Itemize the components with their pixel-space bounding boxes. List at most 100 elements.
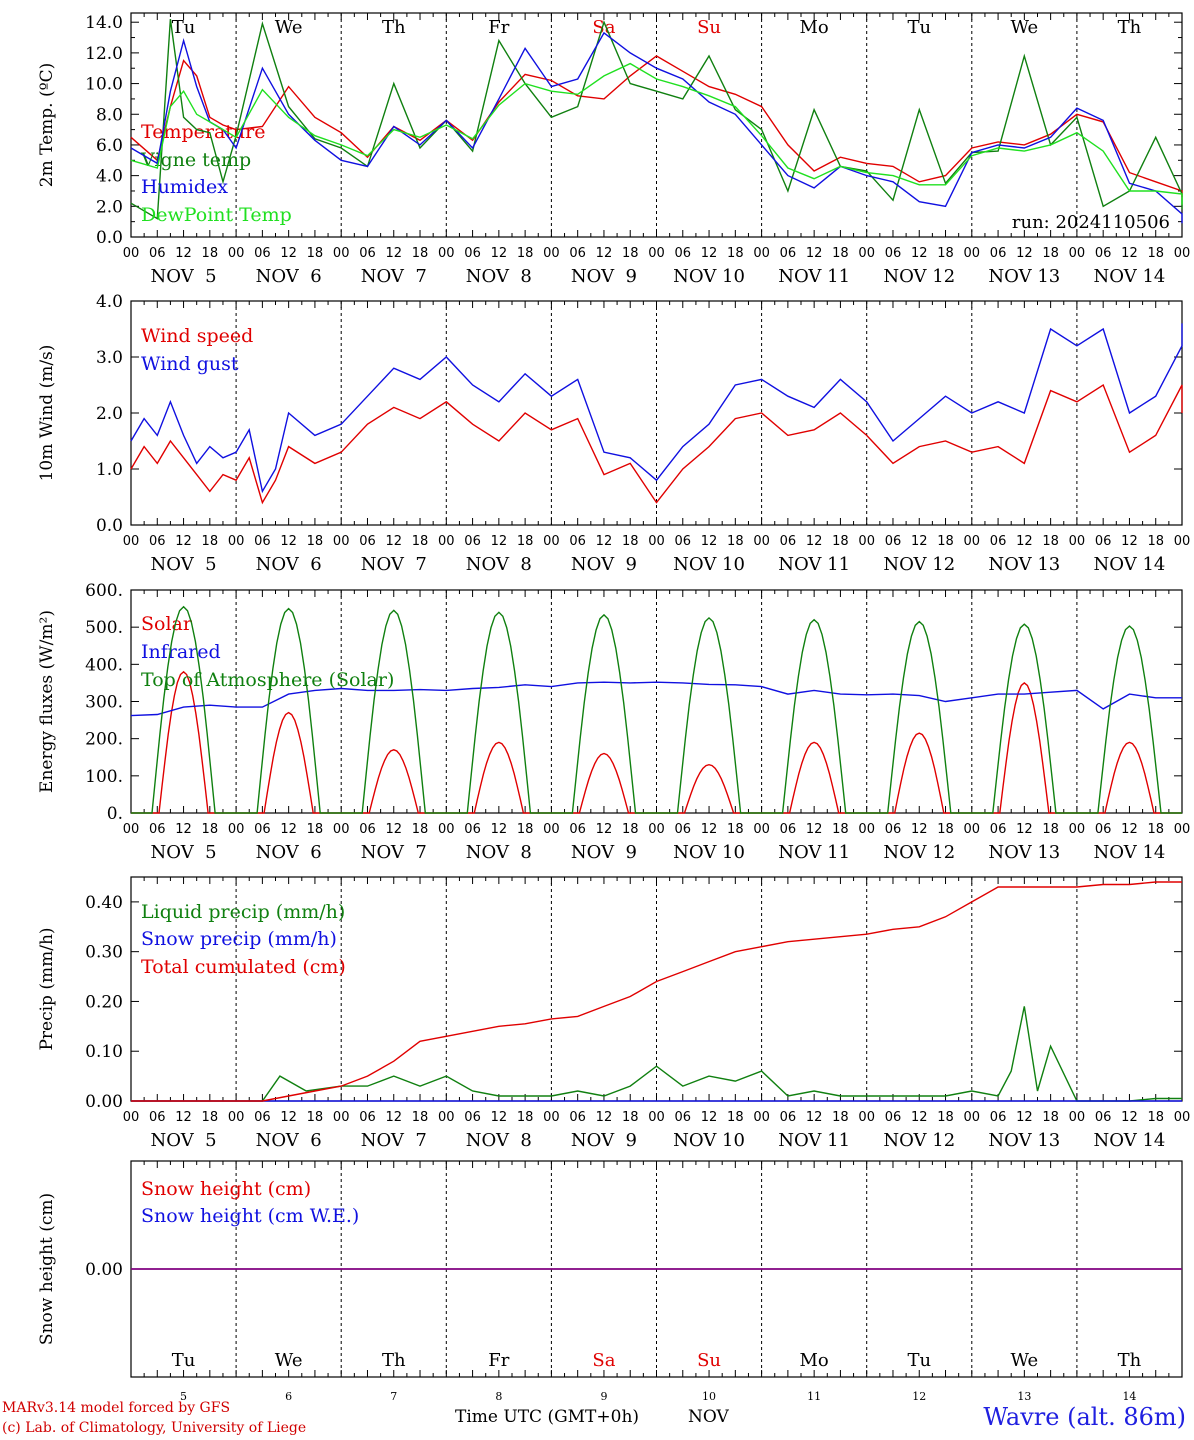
- hour-tick-label: 06: [675, 246, 692, 261]
- date-label: NOV 6: [256, 266, 322, 287]
- hour-tick-label: 00: [228, 822, 245, 837]
- legend-entry: Total cumulated (cm): [141, 956, 346, 978]
- hour-tick-label: 06: [675, 822, 692, 837]
- day-number-label: 5: [180, 1390, 187, 1403]
- hour-tick-label: 18: [202, 822, 219, 837]
- hour-tick-label: 18: [937, 822, 954, 837]
- hour-tick-label: 06: [885, 534, 902, 549]
- hour-tick-label: 00: [964, 246, 981, 261]
- date-label: NOV 14: [1094, 1130, 1166, 1151]
- hour-tick-label: 12: [175, 246, 192, 261]
- hour-tick-label: 00: [858, 534, 875, 549]
- hour-tick-label: 00: [438, 822, 455, 837]
- hour-tick-label: 18: [307, 246, 324, 261]
- date-label: NOV 7: [361, 1130, 427, 1151]
- y-axis-label: 2m Temp. (ºC): [37, 63, 57, 188]
- series-line-vigne-temp: [130, 19, 1183, 220]
- hour-tick-label: 06: [359, 246, 376, 261]
- day-abbrev-label: Su: [697, 1350, 721, 1371]
- y-tick-label: 600.: [85, 581, 123, 601]
- hour-tick-label: 12: [1016, 1110, 1033, 1125]
- hour-tick-label: 18: [1147, 822, 1164, 837]
- hour-tick-label: 06: [990, 246, 1007, 261]
- hour-tick-label: 12: [701, 1110, 718, 1125]
- hour-tick-label: 12: [491, 822, 508, 837]
- hour-tick-label: 18: [1147, 246, 1164, 261]
- hour-tick-label: 00: [1069, 1110, 1086, 1125]
- hour-tick-label: 18: [412, 822, 429, 837]
- legend-entry: Solar: [141, 613, 193, 635]
- hour-tick-label: 12: [491, 1110, 508, 1125]
- y-tick-label: 0.0: [96, 228, 123, 248]
- day-number-label: 10: [702, 1390, 716, 1403]
- hour-tick-label: 18: [202, 1110, 219, 1125]
- hour-tick-label: 00: [858, 822, 875, 837]
- date-label: NOV 13: [988, 266, 1060, 287]
- day-abbrev-label: We: [275, 17, 303, 38]
- date-label: NOV 12: [883, 266, 955, 287]
- hour-tick-label: 00: [964, 1110, 981, 1125]
- date-label: NOV 13: [988, 1130, 1060, 1151]
- hour-tick-label: 00: [333, 246, 350, 261]
- y-tick-label: 0.10: [85, 1042, 123, 1062]
- y-tick-label: 1.0: [96, 460, 123, 480]
- legend-entry: Snow height (cm): [141, 1178, 311, 1200]
- hour-tick-label: 18: [1147, 534, 1164, 549]
- hour-tick-label: 06: [780, 246, 797, 261]
- date-label: NOV 6: [256, 842, 322, 863]
- date-label: NOV 5: [151, 842, 217, 863]
- hour-tick-label: 06: [254, 534, 271, 549]
- date-label: NOV 6: [256, 554, 322, 575]
- hour-tick-label: 12: [1121, 534, 1138, 549]
- hour-tick-label: 00: [1174, 822, 1191, 837]
- y-tick-label: 4.0: [96, 292, 123, 312]
- date-label: NOV 9: [571, 1130, 637, 1151]
- date-label: NOV 11: [778, 266, 850, 287]
- hour-tick-label: 00: [333, 1110, 350, 1125]
- hour-tick-label: 06: [1095, 534, 1112, 549]
- date-label: NOV 12: [883, 1130, 955, 1151]
- day-abbrev-label: Sa: [592, 17, 615, 38]
- hour-tick-label: 00: [228, 246, 245, 261]
- hour-tick-label: 12: [701, 822, 718, 837]
- hour-tick-label: 18: [412, 534, 429, 549]
- date-label: NOV 9: [571, 842, 637, 863]
- date-label: NOV 8: [466, 266, 532, 287]
- y-axis-label: 10m Wind (m/s): [37, 345, 57, 482]
- hour-tick-label: 06: [464, 1110, 481, 1125]
- hour-tick-label: 06: [1095, 246, 1112, 261]
- hour-tick-label: 00: [1069, 246, 1086, 261]
- hour-tick-label: 00: [964, 534, 981, 549]
- hour-tick-label: 06: [675, 534, 692, 549]
- day-number-label: 8: [495, 1390, 502, 1403]
- date-label: NOV 14: [1094, 554, 1166, 575]
- hour-tick-label: 00: [648, 822, 665, 837]
- hour-tick-label: 00: [438, 246, 455, 261]
- hour-tick-label: 12: [1121, 246, 1138, 261]
- hour-tick-label: 06: [780, 1110, 797, 1125]
- day-abbrev-label: We: [1011, 17, 1039, 38]
- panel-wind: 0.0 1.0 2.0 3.0 4.0 10m Wind (m/s) 00 06 12 18 NOV…: [37, 292, 1190, 575]
- hour-tick-label: 12: [596, 822, 613, 837]
- x-axis-title: Time UTC (GMT+0h): [455, 1407, 640, 1427]
- series-line-dewpoint-temp: [130, 62, 1183, 205]
- day-abbrev-label: Mo: [800, 17, 829, 38]
- hour-tick-label: 12: [385, 822, 402, 837]
- y-tick-label: 0.00: [85, 1260, 123, 1280]
- hour-tick-label: 06: [675, 1110, 692, 1125]
- hour-tick-label: 12: [911, 822, 928, 837]
- hour-tick-label: 00: [123, 246, 140, 261]
- lab-credit: (c) Lab. of Climatology, University of L…: [2, 1420, 307, 1436]
- legend-entry: Humidex: [141, 176, 228, 198]
- hour-tick-label: 12: [175, 1110, 192, 1125]
- hour-tick-label: 18: [832, 1110, 849, 1125]
- hour-tick-label: 00: [753, 1110, 770, 1125]
- date-label: NOV 13: [988, 842, 1060, 863]
- date-label: NOV 7: [361, 554, 427, 575]
- date-label: NOV 8: [466, 554, 532, 575]
- day-number-label: 13: [1017, 1390, 1031, 1403]
- series-line-top-of-atmosphere-solar-: [131, 605, 1182, 814]
- day-number-label: 11: [807, 1390, 821, 1403]
- legend-entry: Top of Atmosphere (Solar): [141, 669, 394, 691]
- hour-tick-label: 18: [1042, 1110, 1059, 1125]
